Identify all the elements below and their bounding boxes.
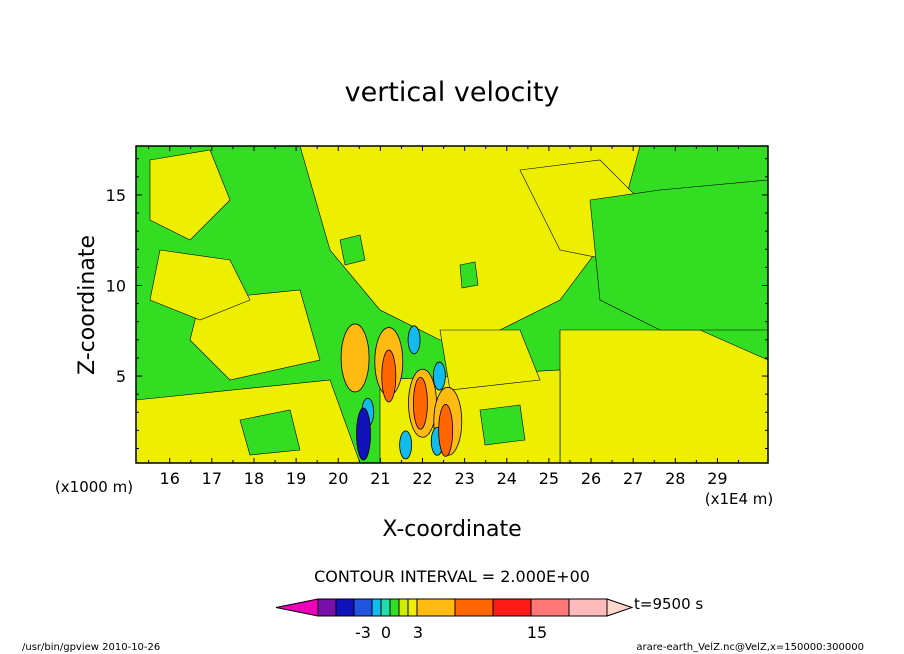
- contour-interval-label: CONTOUR INTERVAL = 2.000E+00: [314, 567, 590, 586]
- field-region: [439, 329, 541, 391]
- colorbar-extend-high: [606, 598, 634, 617]
- x-tick-label: 22: [412, 469, 432, 488]
- field-region: [149, 249, 251, 321]
- field-region: [459, 261, 479, 289]
- contour-feature: [381, 349, 397, 403]
- field-region: [559, 329, 768, 463]
- colorbar-swatch: [317, 598, 337, 617]
- field-region: [189, 289, 321, 381]
- contour-feature: [432, 361, 446, 391]
- colorbar-tick-label: 15: [527, 623, 547, 642]
- x-tick-label: 21: [370, 469, 390, 488]
- colorbar-swatch: [492, 598, 532, 617]
- colorbar-swatch: [353, 598, 373, 617]
- plot-frame: [135, 145, 769, 464]
- x-tick-label: 17: [202, 469, 222, 488]
- x-axis: 16 17 18 19 20 21 22 23 24 25 26 27 28 29: [148, 146, 740, 488]
- contour-feature: [340, 323, 370, 393]
- colorbar-swatch: [389, 598, 400, 617]
- field-region: [589, 179, 768, 331]
- contour-feature: [407, 325, 421, 355]
- y-tick-label: 5: [116, 367, 126, 386]
- x-unit-left: (x1000 m): [55, 478, 133, 496]
- field-region: [479, 404, 526, 446]
- x-tick-label: 19: [286, 469, 306, 488]
- colorbar-swatch: [416, 598, 456, 617]
- field-region: [339, 234, 366, 266]
- y-axis-label: Z-coordinate: [75, 235, 100, 375]
- x-tick-label: 25: [539, 469, 559, 488]
- x-axis-label: X-coordinate: [382, 517, 521, 542]
- contour-feature: [438, 403, 454, 457]
- colorbar-swatch: [568, 598, 608, 617]
- x-tick-label: 24: [497, 469, 517, 488]
- colorbar-swatch: [454, 598, 494, 617]
- time-label: t=9500 s: [634, 595, 703, 613]
- colorbar-extend-low: [275, 598, 319, 617]
- colorbar-swatch: [407, 598, 418, 617]
- footer-left: /usr/bin/gpview 2010-10-26: [22, 642, 160, 653]
- colorbar-swatch: [380, 598, 391, 617]
- colorbar-swatch: [398, 598, 409, 617]
- field-region: [239, 409, 301, 456]
- colorbar-tick-label: -3: [355, 623, 371, 642]
- colorbar-tick-label: 0: [381, 623, 391, 642]
- chart-title: vertical velocity: [345, 77, 560, 108]
- x-tick-label: 28: [665, 469, 685, 488]
- colorbar-swatch: [530, 598, 570, 617]
- x-tick-label: 18: [244, 469, 264, 488]
- field-region: [149, 149, 231, 241]
- colorbar-swatch: [335, 598, 355, 617]
- colorbar-tick-label: 3: [413, 623, 423, 642]
- x-tick-label: 20: [328, 469, 348, 488]
- contour-feature: [399, 430, 413, 460]
- x-tick-label: 16: [160, 469, 180, 488]
- y-axis: 5 10 15: [106, 158, 768, 450]
- plot-area: [136, 146, 768, 463]
- y-tick-label: 10: [106, 276, 126, 295]
- x-tick-label: 27: [623, 469, 643, 488]
- x-unit-right: (x1E4 m): [705, 490, 774, 508]
- footer-right: arare-earth_VelZ.nc@VelZ,x=150000:300000: [636, 642, 864, 653]
- contour-feature: [412, 376, 428, 430]
- colorbar-swatch: [371, 598, 382, 617]
- y-tick-label: 15: [106, 186, 126, 205]
- x-tick-label: 23: [454, 469, 474, 488]
- colorbar: -3 0 3 15: [275, 598, 634, 642]
- x-tick-label: 26: [581, 469, 601, 488]
- contour-feature: [356, 407, 371, 461]
- x-tick-label: 29: [707, 469, 727, 488]
